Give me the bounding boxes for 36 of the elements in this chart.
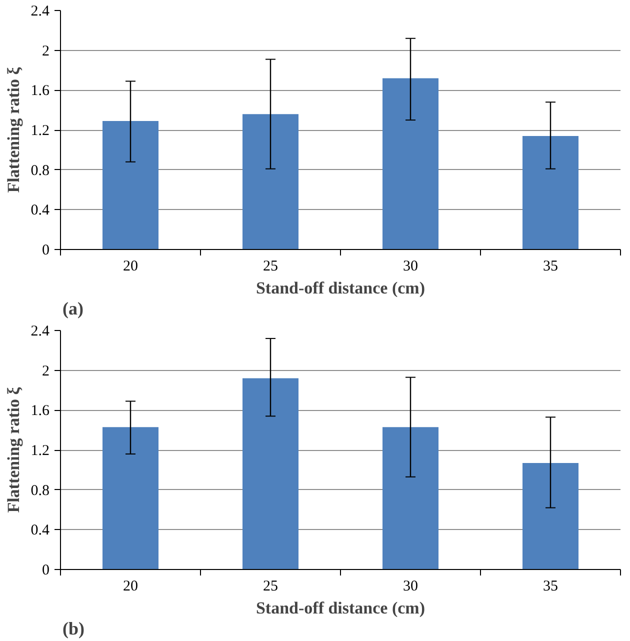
- y-tick-label: 0.8: [30, 482, 50, 499]
- y-tick-label: 2: [42, 43, 50, 60]
- x-tick-label: 25: [263, 258, 278, 274]
- y-tick-label: 0: [42, 562, 50, 578]
- text: (a): [62, 298, 84, 318]
- x-axis-title: Stand-off distance (cm): [256, 598, 426, 618]
- x-tick-label: 25: [263, 578, 278, 594]
- y-tick-label: 0.4: [30, 202, 50, 219]
- y-axis-title: Flattening ratio ξ: [4, 386, 23, 513]
- y-tick-label: 2.4: [30, 324, 50, 340]
- y-tick-label: 0: [42, 242, 50, 258]
- y-axis-title: Flattening ratio ξ: [4, 66, 23, 193]
- y-tick-label: 0.4: [30, 522, 50, 539]
- y-tick-label: 0.8: [30, 162, 50, 179]
- x-tick-label: 30: [403, 258, 418, 274]
- x-axis-title: Stand-off distance (cm): [256, 278, 426, 298]
- text: (b): [62, 618, 85, 638]
- y-tick-label: 1.2: [30, 123, 50, 139]
- bar: [522, 136, 578, 250]
- bar: [102, 427, 158, 570]
- y-tick-label: 1.6: [30, 403, 50, 420]
- bar: [522, 462, 578, 570]
- bar: [242, 114, 298, 250]
- bar: [382, 427, 438, 570]
- bar: [382, 78, 438, 250]
- x-tick-label: 35: [543, 578, 558, 594]
- bar: [102, 121, 158, 250]
- x-tick-label: 35: [543, 258, 558, 274]
- x-tick-label: 20: [123, 258, 138, 274]
- x-tick-label: 20: [123, 578, 138, 594]
- y-tick-label: 1.6: [30, 83, 50, 100]
- y-tick-label: 2: [42, 363, 50, 380]
- x-tick-label: 30: [403, 578, 418, 594]
- y-tick-label: 2.4: [30, 4, 50, 20]
- bar: [242, 378, 298, 570]
- y-tick-label: 1.2: [30, 443, 50, 459]
